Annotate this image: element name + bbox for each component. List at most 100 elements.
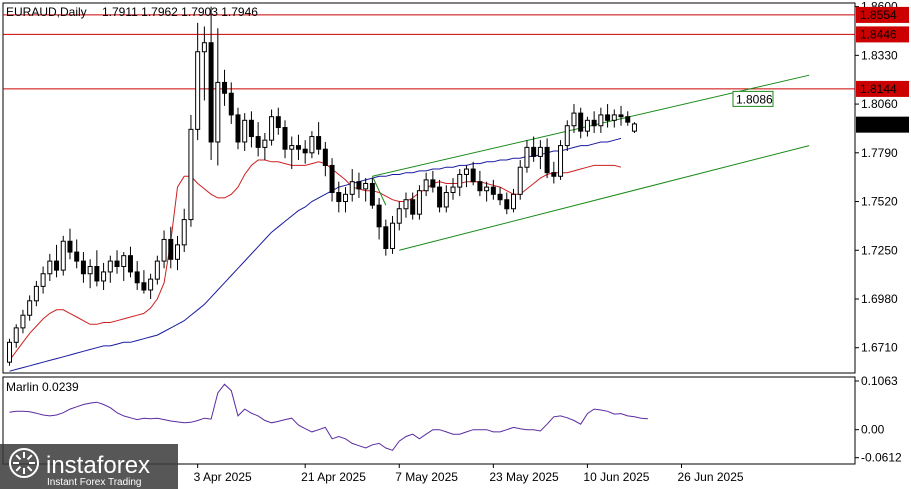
candle	[262, 132, 268, 161]
price-axis-label: 1.7790	[861, 146, 898, 160]
candle-body	[584, 119, 590, 132]
candle-body	[531, 146, 537, 157]
resistance-level-label: 1.8554	[860, 8, 897, 22]
candle	[7, 338, 12, 366]
candle	[463, 165, 469, 188]
candle-body	[54, 260, 60, 271]
candle-body	[255, 136, 261, 148]
candle-body	[235, 114, 241, 143]
candle	[470, 161, 476, 186]
candle	[201, 26, 207, 101]
candle	[376, 197, 382, 240]
candle-body	[383, 226, 389, 249]
candle	[490, 179, 496, 200]
candle	[168, 226, 174, 269]
candle	[148, 273, 154, 299]
candle	[410, 192, 416, 220]
candle	[101, 262, 107, 290]
candle	[181, 208, 187, 253]
candle-body	[363, 182, 369, 190]
candle	[127, 246, 133, 278]
candle	[282, 120, 288, 159]
candle-body	[578, 112, 584, 132]
candle	[363, 178, 369, 202]
candle-body	[282, 127, 288, 150]
candle	[618, 105, 624, 126]
candle-body	[33, 285, 39, 302]
candle	[175, 235, 180, 271]
price-axis-label: 1.7520	[861, 195, 898, 209]
candle	[457, 169, 463, 197]
date-axis-label: 26 Jun 2025	[678, 470, 744, 484]
price-axis-label: 1.6980	[861, 292, 898, 306]
candle-body	[423, 179, 429, 192]
candle-body	[141, 282, 147, 291]
candle	[295, 134, 301, 161]
candle-body	[74, 251, 80, 262]
candle-body	[322, 148, 328, 166]
date-axis-label: 7 May 2025	[395, 470, 458, 484]
candle-body	[222, 81, 228, 94]
candle	[154, 255, 160, 285]
candle-body	[329, 164, 335, 194]
candle	[349, 169, 355, 202]
candle	[235, 107, 241, 150]
candle-body	[7, 341, 12, 363]
candle-body	[349, 181, 355, 195]
candle-body	[511, 193, 516, 210]
candle	[316, 122, 322, 155]
watermark-ray	[15, 465, 22, 472]
candle-body	[416, 190, 422, 215]
candle	[33, 280, 39, 307]
candle	[188, 114, 194, 227]
candle-body	[443, 192, 449, 208]
candle-body	[148, 278, 154, 291]
candle-body	[302, 148, 308, 154]
candle-body	[463, 168, 469, 175]
candle-body	[188, 128, 194, 221]
candle	[369, 178, 375, 209]
resistance-level-label: 1.8446	[860, 27, 897, 41]
candle-body	[490, 186, 496, 195]
candle	[584, 116, 590, 137]
candle-body	[275, 116, 281, 129]
candle-body	[625, 116, 631, 123]
candle-body	[195, 51, 201, 130]
candle	[54, 244, 60, 278]
candle-body	[598, 114, 604, 127]
candle-body	[80, 260, 86, 275]
resistance-level-label: 1.8144	[860, 82, 897, 96]
candle-body	[611, 114, 617, 121]
candle-body	[410, 199, 416, 215]
slow-moving-average-line	[9, 137, 622, 372]
candle	[215, 28, 221, 166]
candle	[517, 160, 523, 200]
candle	[309, 131, 315, 159]
candle	[94, 250, 100, 287]
candle	[322, 141, 328, 177]
candle	[383, 219, 389, 256]
candle-body	[208, 42, 214, 143]
candle	[275, 107, 281, 135]
channel-lower-line	[399, 145, 810, 251]
price-axis-label: 1.7250	[861, 243, 898, 257]
candle-body	[551, 172, 557, 177]
candle-body	[87, 266, 93, 275]
watermark-ray	[26, 454, 33, 461]
oscillator-axis-label: 0.1063	[861, 374, 898, 388]
candle-body	[40, 273, 46, 287]
candle-body	[369, 182, 375, 206]
candle	[13, 324, 19, 348]
candle-body	[201, 42, 207, 53]
candle-body	[484, 186, 490, 192]
candle-body	[450, 186, 456, 194]
resistance-level-tag	[856, 26, 909, 43]
candle-body	[470, 168, 476, 183]
candle-body	[544, 146, 550, 174]
candle-body	[564, 125, 570, 147]
candle-body	[524, 146, 530, 168]
candle	[578, 107, 584, 139]
candle	[511, 188, 516, 213]
candle	[161, 230, 167, 269]
